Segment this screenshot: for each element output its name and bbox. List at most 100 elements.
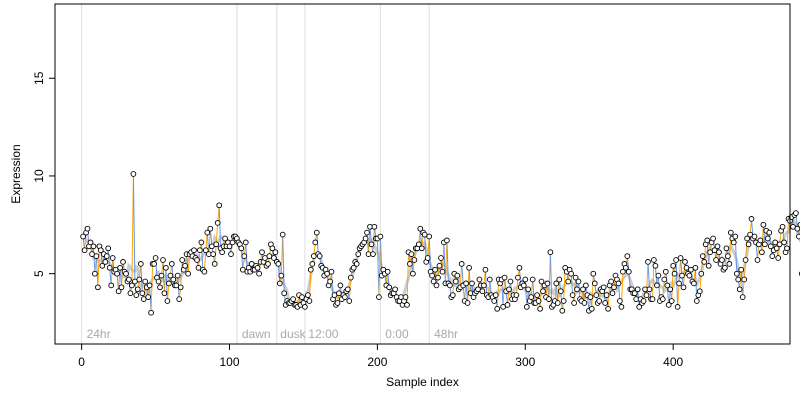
data-point	[763, 242, 768, 247]
data-point	[635, 287, 640, 292]
data-point	[483, 267, 488, 272]
data-point	[140, 291, 145, 296]
data-point	[378, 234, 383, 239]
data-point	[131, 172, 136, 177]
x-axis-label: Sample index	[386, 375, 459, 389]
data-point	[385, 269, 390, 274]
period-label: dawn	[242, 327, 271, 341]
data-point	[440, 269, 445, 274]
down-segment	[462, 264, 464, 286]
data-point	[363, 236, 368, 241]
data-point	[548, 250, 553, 255]
data-point	[115, 271, 120, 276]
data-point	[693, 265, 698, 270]
x-tick-label: 400	[663, 355, 683, 369]
period-label: 0:00	[385, 327, 409, 341]
data-point	[85, 226, 90, 231]
data-point	[405, 303, 410, 308]
data-point	[760, 250, 765, 255]
data-point	[743, 258, 748, 263]
data-point	[465, 301, 470, 306]
data-point	[138, 262, 143, 267]
data-point	[104, 254, 109, 259]
data-point	[560, 308, 565, 313]
data-point	[521, 283, 526, 288]
data-point	[610, 291, 615, 296]
data-point	[641, 299, 646, 304]
data-point	[82, 248, 87, 253]
data-point	[780, 224, 785, 229]
data-point	[162, 291, 167, 296]
data-point	[93, 271, 98, 276]
data-point	[589, 306, 594, 311]
data-point	[508, 279, 513, 284]
data-point	[94, 254, 99, 259]
data-point	[547, 297, 552, 302]
data-point	[625, 254, 630, 259]
data-point	[755, 258, 760, 263]
data-point	[229, 252, 234, 257]
data-point	[726, 254, 731, 259]
data-point	[372, 224, 377, 229]
up-segment	[592, 274, 594, 309]
data-point	[541, 289, 546, 294]
data-point	[430, 273, 435, 278]
up-segment	[679, 258, 681, 283]
data-point	[672, 271, 677, 276]
data-point	[761, 222, 766, 227]
data-point	[739, 267, 744, 272]
data-point	[273, 250, 278, 255]
y-tick-label: 5	[32, 270, 46, 277]
x-tick-label: 300	[515, 355, 535, 369]
data-point	[448, 283, 453, 288]
data-point	[782, 240, 787, 245]
data-point	[737, 287, 742, 292]
data-point	[526, 287, 531, 292]
data-point	[280, 232, 285, 237]
data-point	[445, 238, 450, 243]
data-point	[728, 230, 733, 235]
data-point	[683, 260, 688, 265]
data-point	[217, 203, 222, 208]
data-point	[143, 279, 148, 284]
data-point	[459, 262, 464, 267]
data-point	[752, 234, 757, 239]
data-point	[502, 275, 507, 280]
data-point	[409, 252, 414, 257]
data-point	[618, 299, 623, 304]
data-point	[439, 256, 444, 261]
data-point	[110, 256, 115, 261]
data-point	[609, 279, 614, 284]
data-point	[785, 246, 790, 251]
x-tick-label: 200	[367, 355, 387, 369]
up-segment	[678, 283, 680, 307]
data-point	[156, 279, 161, 284]
data-point	[412, 258, 417, 263]
data-point	[314, 230, 319, 235]
data-point	[464, 281, 469, 286]
data-point	[530, 277, 535, 282]
data-point	[557, 277, 562, 282]
data-point	[279, 273, 284, 278]
data-point	[507, 287, 512, 292]
data-point	[260, 250, 265, 255]
data-point	[377, 295, 382, 300]
data-point	[492, 299, 497, 304]
data-point	[408, 262, 413, 267]
data-point	[433, 267, 438, 272]
data-point	[572, 301, 577, 306]
data-point	[106, 246, 111, 251]
data-point	[606, 306, 611, 311]
data-point	[313, 240, 318, 245]
data-point	[495, 306, 500, 311]
data-point	[329, 269, 334, 274]
data-point	[356, 252, 361, 257]
data-point	[96, 285, 101, 290]
data-point	[797, 234, 800, 239]
data-point	[653, 263, 658, 268]
data-point	[178, 285, 183, 290]
data-point	[706, 263, 711, 268]
data-point	[724, 246, 729, 251]
data-point	[584, 283, 589, 288]
